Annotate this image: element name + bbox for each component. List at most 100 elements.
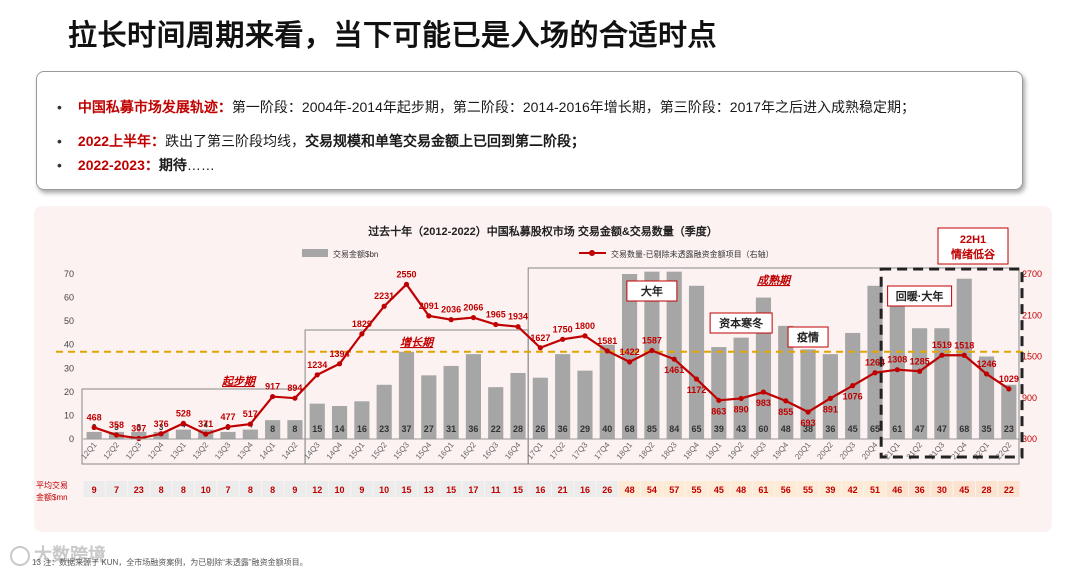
avg-deal-value: 48 — [736, 485, 746, 495]
avg-deal-value: 10 — [201, 485, 211, 495]
line-point — [91, 424, 97, 431]
avg-deal-value: 16 — [580, 485, 590, 495]
bullet-label: 中国私募市场发展轨迹： — [77, 99, 232, 115]
x-tick-label: 14Q1 — [258, 440, 278, 461]
avg-deal-value: 7 — [114, 485, 119, 495]
bar — [644, 271, 660, 439]
x-tick-label: 17Q2 — [548, 440, 568, 461]
line-value-label: 890 — [734, 404, 749, 414]
x-tick-label: 16Q2 — [458, 440, 478, 461]
bar-value-label: 3 — [159, 423, 164, 432]
bar-value-label: 85 — [647, 424, 657, 434]
line-point — [604, 348, 610, 354]
line-point — [850, 383, 856, 389]
phase-label: 增长期 — [400, 336, 435, 349]
avg-deal-cell — [708, 481, 730, 497]
line-point — [1006, 386, 1012, 392]
avg-deal-cell — [931, 481, 953, 497]
line-value-label: 1518 — [954, 340, 974, 350]
line-point — [760, 389, 767, 395]
line-point — [582, 333, 588, 339]
phase-label: 成熟期 — [756, 274, 792, 287]
bar — [421, 375, 437, 439]
x-tick-label: 14Q2 — [280, 440, 300, 461]
avg-deal-value: 42 — [848, 485, 858, 495]
avg-deal-cell — [306, 481, 328, 497]
bullet-bold-text: 交易规模和单笔交易金额上已回到第二阶段； — [305, 133, 586, 149]
bar — [956, 278, 972, 439]
annotation-label: 回暖·大年 — [896, 289, 944, 303]
bar-value-label: 45 — [848, 424, 858, 434]
bar-value-label: 47 — [915, 424, 925, 434]
avg-deal-value: 21 — [558, 485, 568, 495]
bar-value-label: 22 — [491, 424, 501, 434]
avg-deal-value: 7 — [226, 485, 231, 495]
line-point — [448, 317, 454, 323]
legend-bar-swatch — [302, 249, 328, 257]
bar-value-label: 14 — [335, 424, 345, 434]
avg-deal-label-line1: 平均交易 — [36, 480, 68, 490]
bar — [711, 347, 727, 439]
right-axis-tick: 900 — [1022, 393, 1037, 403]
x-tick-label: 16Q1 — [436, 440, 456, 461]
bar — [555, 354, 571, 439]
line-value-label: 1587 — [642, 336, 662, 346]
line-point — [537, 345, 543, 351]
x-tick-label: 20Q1 — [793, 440, 813, 461]
line-point — [671, 356, 677, 362]
left-axis-tick: 20 — [64, 387, 74, 397]
line-value-label: 1029 — [999, 374, 1019, 384]
bar — [778, 325, 794, 439]
avg-deal-cell — [908, 481, 931, 497]
bar — [443, 365, 459, 439]
line-point — [270, 393, 276, 400]
bar-value-label: 4 — [203, 421, 208, 430]
line-value-label: 1172 — [687, 385, 707, 395]
bar — [1001, 384, 1017, 439]
avg-deal-value: 8 — [181, 485, 186, 495]
annotation-box — [709, 312, 773, 334]
bar — [800, 349, 816, 439]
avg-deal-cell — [886, 481, 908, 497]
bar — [354, 401, 370, 439]
left-axis-tick: 30 — [64, 363, 74, 373]
bar — [86, 431, 102, 439]
avg-deal-cell — [172, 481, 195, 497]
bar-value-label: 47 — [937, 424, 947, 434]
avg-deal-cell — [641, 481, 663, 497]
avg-deal-value: 61 — [758, 485, 768, 495]
brand-logo: 大数跨境 — [10, 541, 106, 567]
bullet-text: 第一阶段：2004年-2014年起步期，第二阶段：2014-2016年增长期，第… — [231, 99, 915, 115]
line-value-label: 1627 — [530, 333, 550, 343]
bullet-text: 跌出了第三阶段均线， — [165, 133, 306, 149]
avg-deal-cell — [842, 481, 864, 497]
x-tick-label: 19Q2 — [726, 440, 746, 461]
line-point — [560, 336, 566, 342]
line-series — [93, 282, 1010, 440]
avg-deal-cell — [975, 481, 998, 497]
x-tick-label: 18Q2 — [637, 440, 657, 461]
bar — [912, 328, 928, 439]
avg-deal-value: 17 — [468, 485, 478, 495]
line-point — [493, 321, 499, 328]
left-axis-tick: 60 — [64, 293, 74, 303]
line-value-label: 2066 — [463, 303, 483, 313]
line-point — [381, 303, 387, 309]
bullet-3: • 2022-2023：期待…… — [57, 155, 215, 175]
bar — [577, 370, 593, 439]
x-tick-label: 15Q3 — [392, 440, 412, 461]
bar — [510, 373, 526, 439]
line-point — [716, 397, 722, 403]
avg-deal-cell — [239, 481, 261, 497]
line-point — [180, 420, 186, 426]
right-axis-tick: 300 — [1022, 434, 1037, 444]
page-title: 拉长时间周期来看，当下可能已是入场的合适时点 — [68, 20, 718, 52]
line-value-label: 2091 — [419, 301, 439, 311]
x-tick-label: 19Q3 — [748, 440, 768, 461]
right-axis-tick: 2100 — [1022, 310, 1042, 320]
avg-deal-value: 51 — [870, 485, 880, 495]
chart: 过去十年（2012-2022）中国私募股权市场 交易金额&交易数量（季度） 交易金… — [36, 224, 1042, 502]
x-tick-label: 12Q4 — [146, 440, 166, 461]
bar — [376, 384, 392, 439]
line-point — [203, 431, 209, 437]
